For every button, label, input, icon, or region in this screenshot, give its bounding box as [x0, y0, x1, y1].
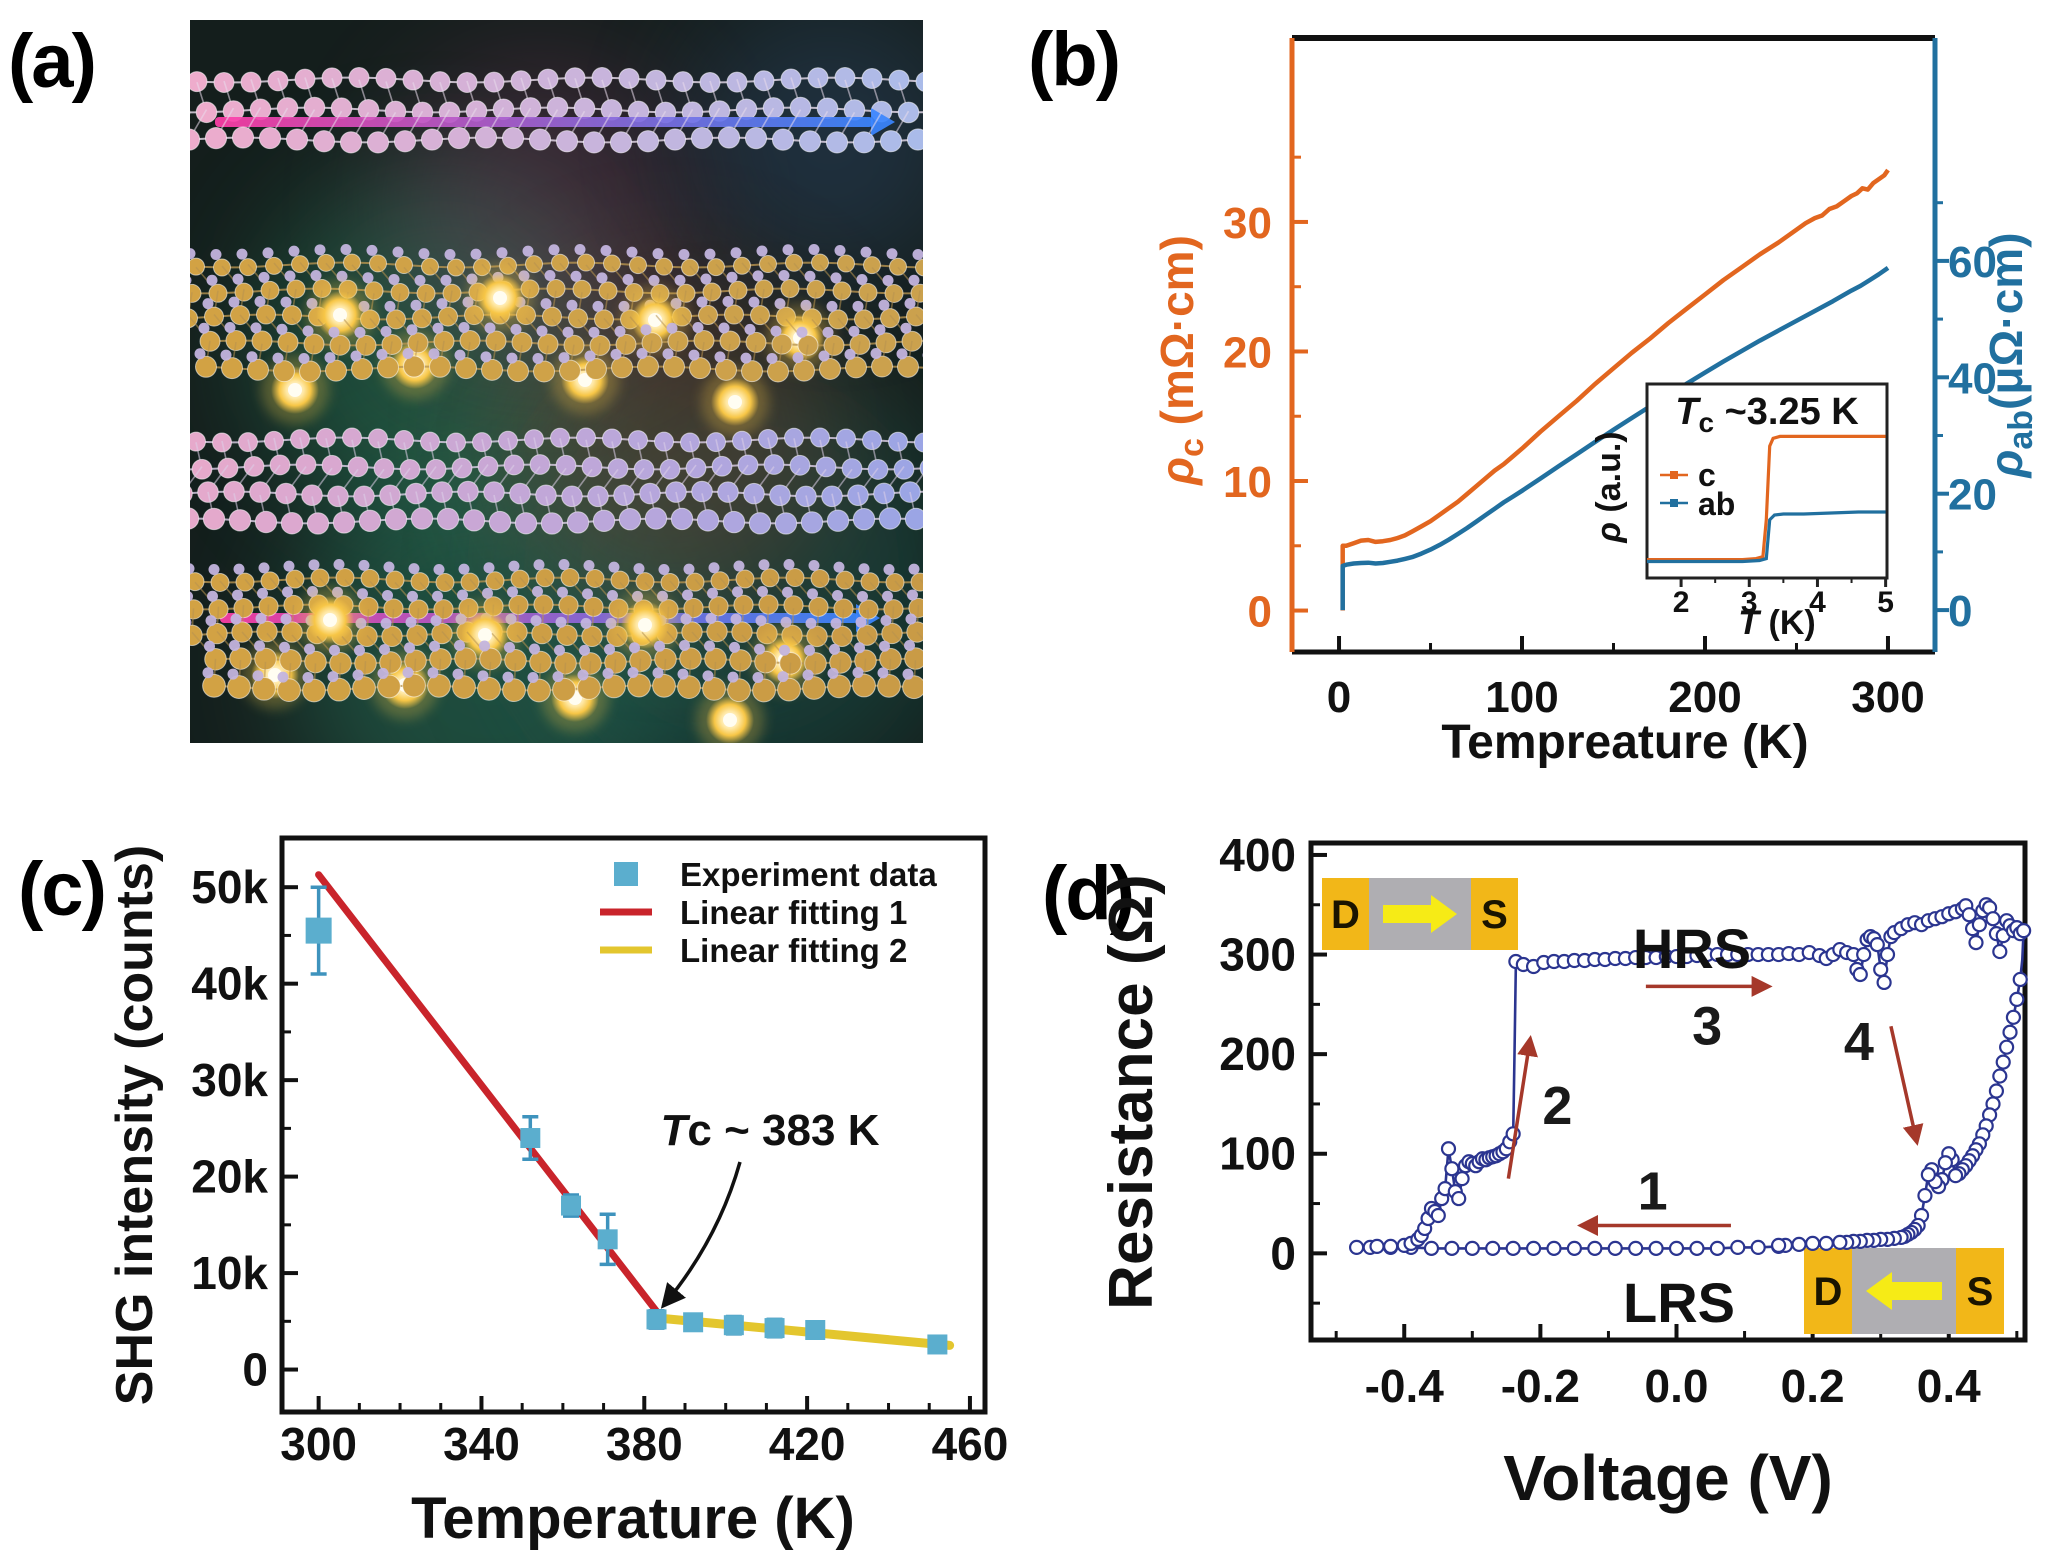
svg-text:1: 1	[1638, 1162, 1668, 1222]
b-right-axis-title: ρab(μΩ·cm)	[1980, 232, 2040, 479]
svg-text:-0.4: -0.4	[1365, 1360, 1445, 1412]
svg-text:300: 300	[1851, 673, 1924, 722]
svg-text:340: 340	[443, 1418, 520, 1470]
svg-text:-0.2: -0.2	[1501, 1360, 1580, 1412]
c-legend-fit2: Linear fitting 2	[680, 932, 907, 969]
d-x-axis-title: Voltage (V)	[1503, 1442, 1833, 1514]
resistance-voltage-chart: -0.4 -0.2 0.0 0.2 0.4 0 100 200 300 400 D S D S 1 2 3 4 R…	[1097, 829, 2032, 1514]
b-inset-title: Tc ~3.25 K	[1675, 391, 1859, 438]
svg-text:20: 20	[1948, 471, 1997, 520]
svg-text:200: 200	[1219, 1028, 1296, 1080]
svg-text:4: 4	[1809, 586, 1826, 619]
c-legend-experiment: Experiment data	[680, 856, 937, 893]
svg-text:2: 2	[1542, 1076, 1572, 1136]
c-legend-fit1: Linear fitting 1	[680, 894, 907, 931]
svg-text:2: 2	[1673, 586, 1690, 619]
b-inset-x-title: T (K)	[1738, 604, 1815, 642]
svg-text:0: 0	[1248, 588, 1272, 637]
c-y-axis-title: SHG intensity (counts)	[106, 845, 164, 1405]
svg-text:D: D	[1814, 1270, 1843, 1314]
d-hrs-label: HRS	[1633, 917, 1751, 980]
svg-text:3: 3	[1741, 586, 1758, 619]
svg-text:20: 20	[1223, 328, 1272, 377]
svg-text:S: S	[1481, 893, 1508, 937]
svg-text:60: 60	[1948, 238, 1997, 287]
svg-text:10k: 10k	[191, 1247, 268, 1299]
d-y-axis-title: Resistance (Ω)	[1097, 874, 1166, 1310]
svg-text:300: 300	[1219, 929, 1296, 981]
svg-text:D: D	[1331, 893, 1360, 937]
svg-text:3: 3	[1692, 996, 1722, 1056]
svg-text:4: 4	[1844, 1012, 1874, 1072]
svg-text:100: 100	[1485, 673, 1558, 722]
svg-text:400: 400	[1219, 829, 1296, 881]
b-x-axis-title: Tempreature (K)	[1441, 716, 1808, 769]
svg-text:0: 0	[242, 1344, 268, 1396]
svg-text:380: 380	[606, 1418, 683, 1470]
b-left-axis-title: ρc (mΩ·cm)	[1151, 235, 1211, 487]
b-inset-legend-c: c	[1698, 457, 1716, 493]
svg-text:100: 100	[1219, 1128, 1296, 1180]
crystal-structure-illustration	[190, 20, 923, 743]
panel-a-label: (a)	[8, 19, 97, 104]
panel-c-label: (c)	[18, 847, 107, 932]
c-tc-annotation: Tc ~ 383 K	[661, 1106, 880, 1155]
svg-text:40k: 40k	[191, 958, 268, 1010]
shg-chart: 300 340 380 420 460 0 10k 20k 30k 40k 50k SHG inte…	[106, 835, 1009, 1551]
svg-text:0.4: 0.4	[1917, 1360, 1981, 1412]
svg-text:40: 40	[1948, 354, 1997, 403]
svg-text:460: 460	[932, 1418, 1009, 1470]
svg-text:20k: 20k	[191, 1151, 268, 1203]
b-inset-y-title: ρ (a.u.)	[1590, 431, 1628, 543]
d-lrs-label: LRS	[1623, 1271, 1735, 1334]
svg-text:0: 0	[1327, 673, 1351, 722]
svg-text:420: 420	[769, 1418, 846, 1470]
svg-text:30: 30	[1223, 199, 1272, 248]
svg-text:200: 200	[1668, 673, 1741, 722]
svg-text:0.2: 0.2	[1781, 1360, 1845, 1412]
svg-text:S: S	[1967, 1270, 1994, 1314]
panel-d-label: (d)	[1042, 851, 1135, 936]
svg-text:30k: 30k	[191, 1054, 268, 1106]
panel-b-label: (b)	[1028, 17, 1121, 102]
svg-text:0.0: 0.0	[1645, 1360, 1709, 1412]
svg-text:0: 0	[1270, 1227, 1296, 1279]
svg-text:300: 300	[280, 1418, 357, 1470]
svg-text:0: 0	[1948, 587, 1972, 636]
b-inset-legend-ab: ab	[1698, 486, 1735, 522]
c-x-axis-title: Temperature (K)	[411, 1486, 855, 1551]
svg-text:5: 5	[1877, 586, 1894, 619]
svg-text:50k: 50k	[191, 861, 268, 913]
svg-text:10: 10	[1223, 458, 1272, 507]
